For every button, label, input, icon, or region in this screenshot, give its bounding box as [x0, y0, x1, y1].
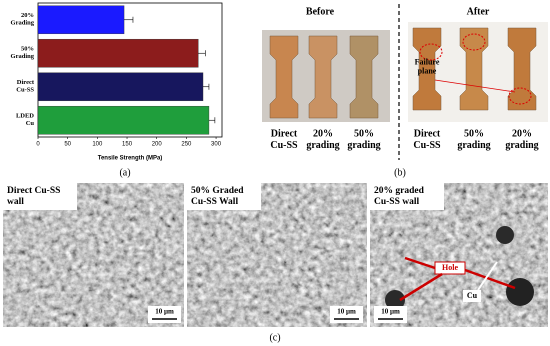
x-tick-label: 50	[64, 142, 71, 148]
y-tick-label: 20% Grading	[11, 12, 35, 26]
specimen	[269, 35, 299, 119]
specimen	[308, 35, 338, 119]
failure-label: Failure plane	[415, 57, 440, 75]
specimen-label: 20% grading	[505, 129, 538, 152]
failure-mark	[419, 43, 443, 61]
x-axis-title: Tensile Strength (MPa)	[98, 156, 163, 162]
x-tick-label: 150	[122, 142, 133, 148]
bar	[37, 38, 199, 68]
label-box	[187, 183, 261, 210]
hole	[496, 226, 514, 244]
specimen	[412, 27, 442, 111]
after-title: After	[467, 6, 490, 17]
scale-label: 10 µm	[381, 308, 400, 316]
x-tick-label: 300	[211, 142, 222, 148]
specimen-label: 50% grading	[347, 129, 380, 152]
label-box	[3, 183, 77, 210]
specimen-label: 50% grading	[457, 129, 490, 152]
label-box	[370, 183, 444, 210]
sem-label: 20% graded	[374, 186, 425, 196]
hole	[506, 278, 534, 306]
sem-label: 50% Graded	[191, 186, 244, 196]
plot-frame	[37, 2, 223, 138]
x-tick-label: 0	[36, 142, 40, 148]
scale-label: 10 µm	[155, 308, 174, 316]
panel-label: (c)	[269, 332, 280, 343]
bar	[37, 5, 125, 35]
arrow	[399, 272, 443, 302]
hole-label: Hole	[442, 263, 458, 272]
specimen-label: Direct Cu-SS	[413, 129, 441, 152]
cu-box	[463, 290, 481, 302]
panel-label: (b)	[394, 167, 406, 178]
cu-label: Cu	[467, 291, 478, 300]
y-tick-label: 50% Grading	[11, 46, 35, 60]
failure-mark	[462, 33, 486, 51]
bar	[37, 72, 204, 102]
panel-label: (a)	[119, 167, 130, 178]
arrow	[464, 268, 516, 290]
failure-arrow	[434, 79, 516, 93]
y-tick-label: Direct Cu-SS	[16, 79, 35, 93]
x-tick-label: 250	[181, 142, 192, 148]
scale-label: 10 µm	[337, 308, 356, 316]
specimen-label: 20% grading	[306, 129, 339, 152]
specimen	[349, 35, 379, 119]
sem-label: wall	[7, 197, 24, 207]
x-tick-label: 100	[92, 142, 103, 148]
specimen	[507, 27, 537, 111]
before-title: Before	[306, 6, 335, 17]
sem-label: Cu-SS wall	[374, 197, 419, 207]
sem-label: Cu-SS Wall	[191, 197, 238, 207]
specimen-label: Direct Cu-SS	[270, 129, 298, 152]
sem-label: Direct Cu-SS	[7, 186, 60, 196]
y-tick-label: LDED Cu	[16, 113, 34, 127]
arrow	[477, 261, 498, 291]
arrow	[404, 256, 436, 270]
failure-mark	[508, 87, 532, 105]
x-tick-label: 200	[152, 142, 163, 148]
bar	[37, 105, 210, 135]
hole	[385, 290, 405, 310]
